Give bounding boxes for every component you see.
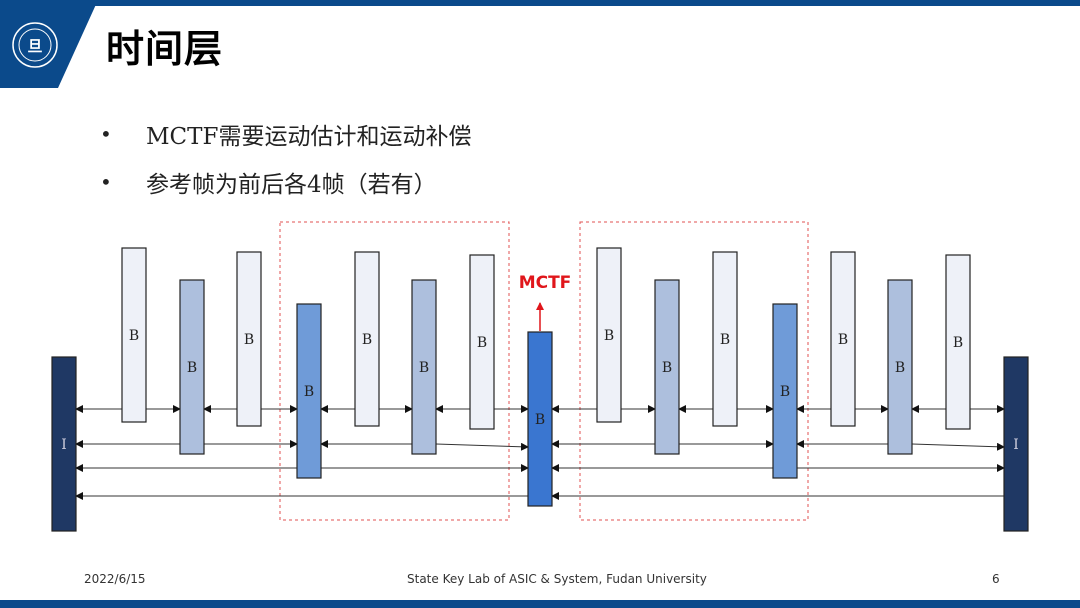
footer-organization: State Key Lab of ASIC & System, Fudan Un… (407, 572, 707, 586)
frame-label: B (780, 384, 790, 400)
b-frame: B (830, 251, 856, 427)
frame-label: I (61, 437, 67, 453)
b-frame: B (945, 254, 971, 430)
frame-label: B (129, 328, 139, 344)
mctf-diagram: I B B B B B B B B B B B B B B B I MCTF (51, 221, 1029, 532)
b-frame: B (527, 331, 553, 507)
frame-label: B (304, 384, 314, 400)
b-frame: B (236, 251, 262, 427)
mctf-label: MCTF (519, 273, 572, 293)
header-logo-band: 旦 (0, 0, 98, 88)
page-number: 6 (992, 572, 1000, 586)
b-frame: B (296, 303, 322, 479)
reference-arrow (911, 442, 1005, 451)
frame-label: B (953, 335, 963, 351)
frame-label: B (895, 360, 905, 376)
frame-label: B (362, 332, 372, 348)
frame-label: I (1013, 437, 1019, 453)
b-frame: B (411, 279, 437, 455)
university-logo-icon: 旦 (12, 22, 58, 68)
footer-date: 2022/6/15 (84, 572, 146, 586)
bullet-text: 参考帧为前后各4帧（若有） (146, 172, 437, 198)
frame-label: B (720, 332, 730, 348)
i-frame: I (51, 356, 77, 532)
page-title: 时间层 (106, 27, 224, 71)
b-frame: B (596, 247, 622, 423)
b-frame: B (654, 279, 680, 455)
mctf-group-box (579, 221, 809, 521)
frame-label: B (662, 360, 672, 376)
top-bar (0, 0, 1080, 6)
bullet-item: • MCTF需要运动估计和运动补偿 (100, 110, 471, 158)
frame-label: B (477, 335, 487, 351)
svg-text:旦: 旦 (27, 37, 42, 55)
b-frame: B (772, 303, 798, 479)
frame-label: B (187, 360, 197, 376)
frame-label: B (535, 412, 545, 428)
bullet-item: • 参考帧为前后各4帧（若有） (100, 158, 471, 206)
bullet-list: • MCTF需要运动估计和运动补偿 • 参考帧为前后各4帧（若有） (100, 110, 471, 206)
b-frame: B (354, 251, 380, 427)
frame-label: B (419, 360, 429, 376)
frame-label: B (838, 332, 848, 348)
b-frame: B (469, 254, 495, 430)
b-frame: B (179, 279, 205, 455)
b-frame: B (887, 279, 913, 455)
bullet-text: MCTF需要运动估计和运动补偿 (146, 124, 472, 150)
frame-label: B (604, 328, 614, 344)
i-frame: I (1003, 356, 1029, 532)
b-frame: B (121, 247, 147, 423)
reference-arrow (435, 442, 529, 451)
mctf-group-box (279, 221, 510, 521)
bottom-bar (0, 600, 1080, 608)
frame-label: B (244, 332, 254, 348)
b-frame: B (712, 251, 738, 427)
